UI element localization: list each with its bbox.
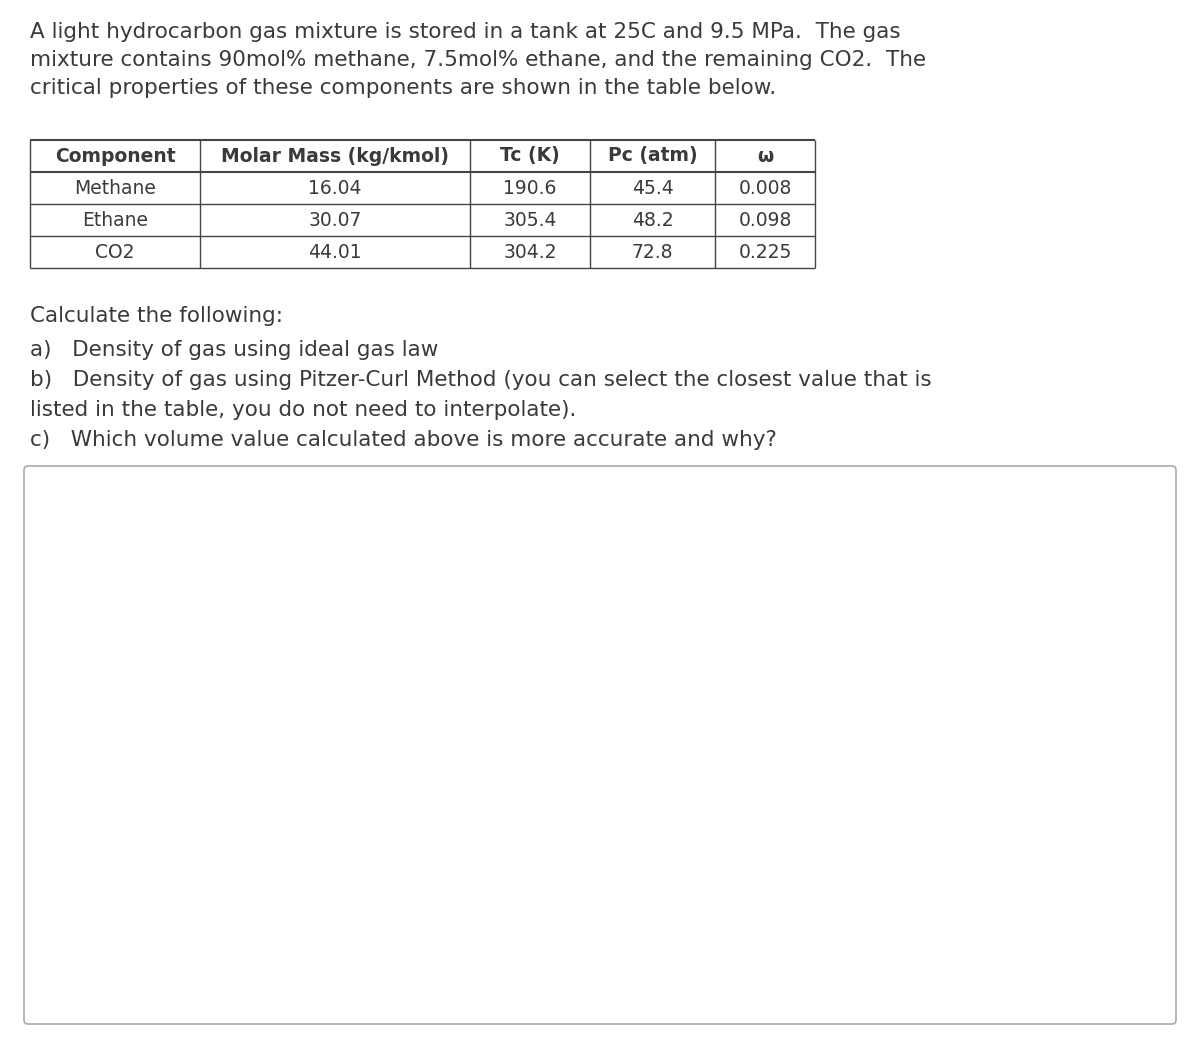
Text: Methane: Methane	[74, 179, 156, 197]
Text: 0.098: 0.098	[738, 211, 792, 230]
Text: Pc (atm): Pc (atm)	[607, 146, 697, 165]
Text: Component: Component	[55, 146, 175, 165]
Text: ω: ω	[757, 146, 773, 165]
Text: mixture contains 90mol% methane, 7.5mol% ethane, and the remaining CO2.  The: mixture contains 90mol% methane, 7.5mol%…	[30, 50, 926, 70]
Text: 45.4: 45.4	[631, 179, 673, 197]
Text: 44.01: 44.01	[308, 242, 362, 262]
Text: a)   Density of gas using ideal gas law: a) Density of gas using ideal gas law	[30, 340, 438, 359]
Text: Molar Mass (kg/kmol): Molar Mass (kg/kmol)	[221, 146, 449, 165]
Text: 16.04: 16.04	[308, 179, 361, 197]
Text: critical properties of these components are shown in the table below.: critical properties of these components …	[30, 78, 776, 98]
Text: Ethane: Ethane	[82, 211, 148, 230]
Text: 304.2: 304.2	[503, 242, 557, 262]
Text: 48.2: 48.2	[631, 211, 673, 230]
Text: Calculate the following:: Calculate the following:	[30, 307, 283, 326]
Text: listed in the table, you do not need to interpolate).: listed in the table, you do not need to …	[30, 400, 576, 420]
FancyBboxPatch shape	[24, 467, 1176, 1024]
Text: 190.6: 190.6	[503, 179, 557, 197]
Text: 30.07: 30.07	[308, 211, 361, 230]
Text: CO2: CO2	[95, 242, 134, 262]
Text: 0.008: 0.008	[738, 179, 792, 197]
Text: b)   Density of gas using Pitzer-Curl Method (you can select the closest value t: b) Density of gas using Pitzer-Curl Meth…	[30, 370, 931, 390]
Text: Tc (K): Tc (K)	[500, 146, 560, 165]
Text: 0.225: 0.225	[738, 242, 792, 262]
Text: c)   Which volume value calculated above is more accurate and why?: c) Which volume value calculated above i…	[30, 430, 776, 450]
Text: 305.4: 305.4	[503, 211, 557, 230]
Text: A light hydrocarbon gas mixture is stored in a tank at 25C and 9.5 MPa.  The gas: A light hydrocarbon gas mixture is store…	[30, 22, 901, 42]
Text: 72.8: 72.8	[631, 242, 673, 262]
